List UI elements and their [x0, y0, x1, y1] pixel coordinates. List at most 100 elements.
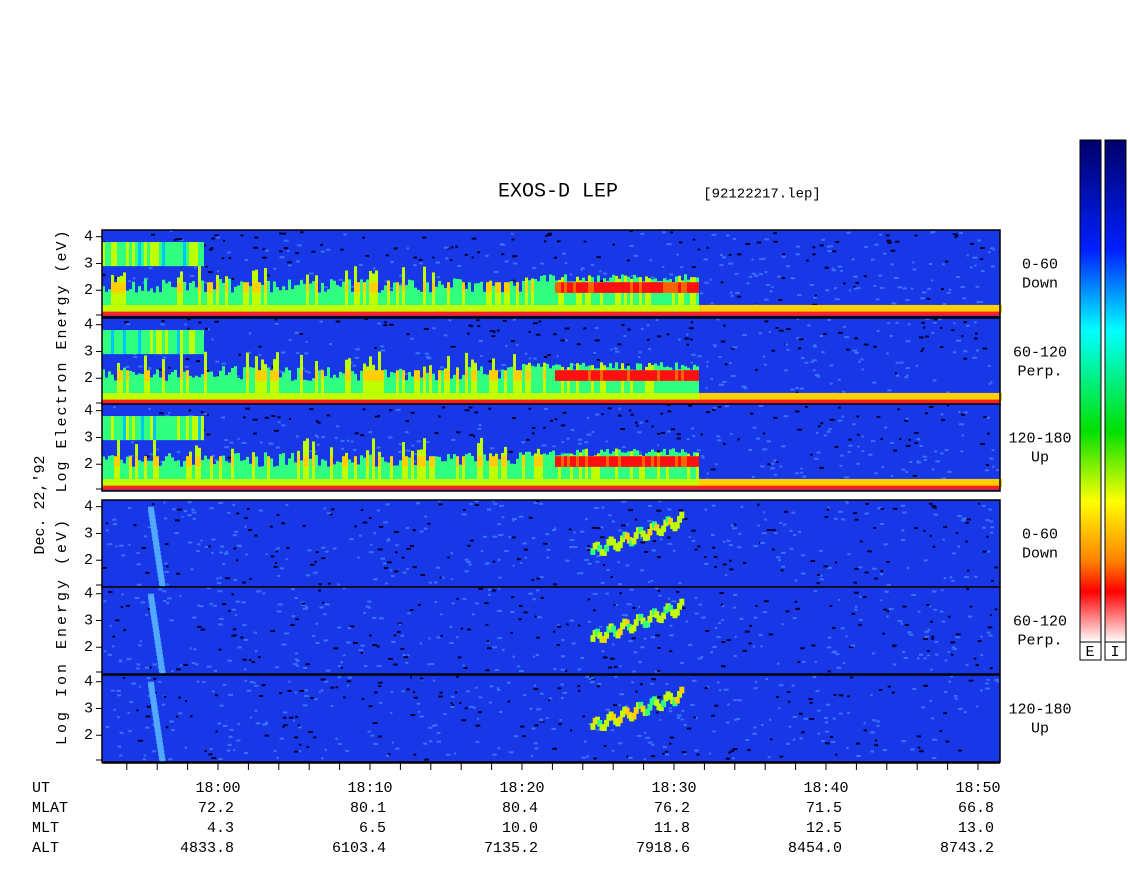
speckle	[965, 664, 969, 667]
speckle	[347, 627, 352, 630]
speckle	[296, 351, 300, 354]
band	[582, 456, 585, 467]
speckle	[857, 445, 860, 448]
y-tick-label: 2	[84, 282, 93, 299]
band	[390, 304, 393, 313]
speckle	[667, 404, 671, 407]
band	[438, 304, 441, 313]
band	[402, 282, 405, 293]
band	[141, 416, 144, 441]
band	[567, 304, 570, 313]
speckle	[340, 248, 344, 251]
speckle	[283, 239, 289, 242]
speckle	[142, 758, 147, 761]
band	[684, 478, 687, 487]
band	[150, 304, 153, 313]
speckle	[756, 241, 762, 244]
band	[444, 304, 447, 313]
speckle	[758, 258, 763, 261]
speckle	[903, 656, 909, 659]
speckle	[856, 415, 860, 418]
band	[426, 392, 429, 401]
speckle	[876, 720, 881, 723]
speckle	[307, 371, 312, 374]
speckle	[117, 745, 121, 748]
speckle	[534, 747, 539, 750]
band	[864, 478, 867, 487]
speckle	[646, 338, 650, 341]
speckle	[323, 639, 329, 642]
band	[249, 286, 252, 305]
speckle	[954, 697, 958, 700]
spectrogram-panel	[101, 317, 1002, 406]
speckle	[754, 274, 759, 277]
band	[363, 304, 366, 313]
band	[879, 304, 882, 313]
band	[312, 281, 315, 305]
band	[354, 282, 357, 293]
band	[399, 304, 402, 313]
speckle	[389, 287, 394, 290]
speckle	[650, 755, 656, 758]
speckle	[783, 510, 788, 513]
band	[156, 286, 159, 305]
band	[465, 478, 468, 487]
speckle	[333, 647, 339, 650]
band	[681, 370, 684, 381]
speckle	[360, 644, 365, 647]
date-label: Dec. 22,'92	[32, 455, 49, 554]
band	[126, 242, 129, 267]
speckle	[553, 256, 557, 259]
speckle	[103, 650, 107, 653]
band	[102, 392, 105, 401]
speckle	[809, 701, 813, 704]
band	[603, 370, 606, 381]
band	[149, 518, 156, 525]
speckle	[440, 635, 443, 638]
speckle	[711, 546, 716, 549]
band	[591, 370, 594, 381]
speckle	[732, 346, 738, 349]
band	[990, 392, 993, 401]
band	[219, 370, 222, 393]
speckle	[387, 753, 391, 756]
speckle	[580, 269, 583, 272]
band	[594, 282, 597, 305]
band	[225, 375, 228, 393]
band	[906, 304, 909, 313]
band	[647, 615, 653, 623]
speckle	[499, 711, 503, 714]
speckle	[227, 251, 231, 254]
speckle	[629, 244, 634, 247]
speckle	[717, 681, 720, 684]
speckle	[599, 270, 602, 273]
band	[492, 392, 495, 401]
speckle	[876, 724, 880, 727]
speckle	[498, 576, 502, 579]
speckle	[933, 318, 938, 321]
band	[117, 330, 120, 355]
speckle	[860, 358, 864, 361]
band	[870, 304, 873, 313]
band	[630, 392, 633, 401]
speckle	[295, 715, 298, 718]
speckle	[691, 266, 696, 269]
band	[408, 304, 411, 313]
speckle	[119, 731, 124, 734]
speckle	[203, 244, 207, 247]
speckle	[713, 345, 717, 348]
band	[849, 392, 852, 401]
speckle	[716, 435, 721, 438]
band	[465, 288, 468, 305]
band	[522, 456, 525, 467]
band	[660, 370, 663, 381]
band	[840, 478, 843, 487]
band	[525, 478, 528, 487]
band	[171, 392, 174, 401]
band	[570, 370, 573, 381]
band	[633, 707, 639, 714]
band	[480, 392, 483, 401]
band	[234, 304, 237, 313]
band	[216, 478, 219, 487]
band	[567, 370, 570, 381]
